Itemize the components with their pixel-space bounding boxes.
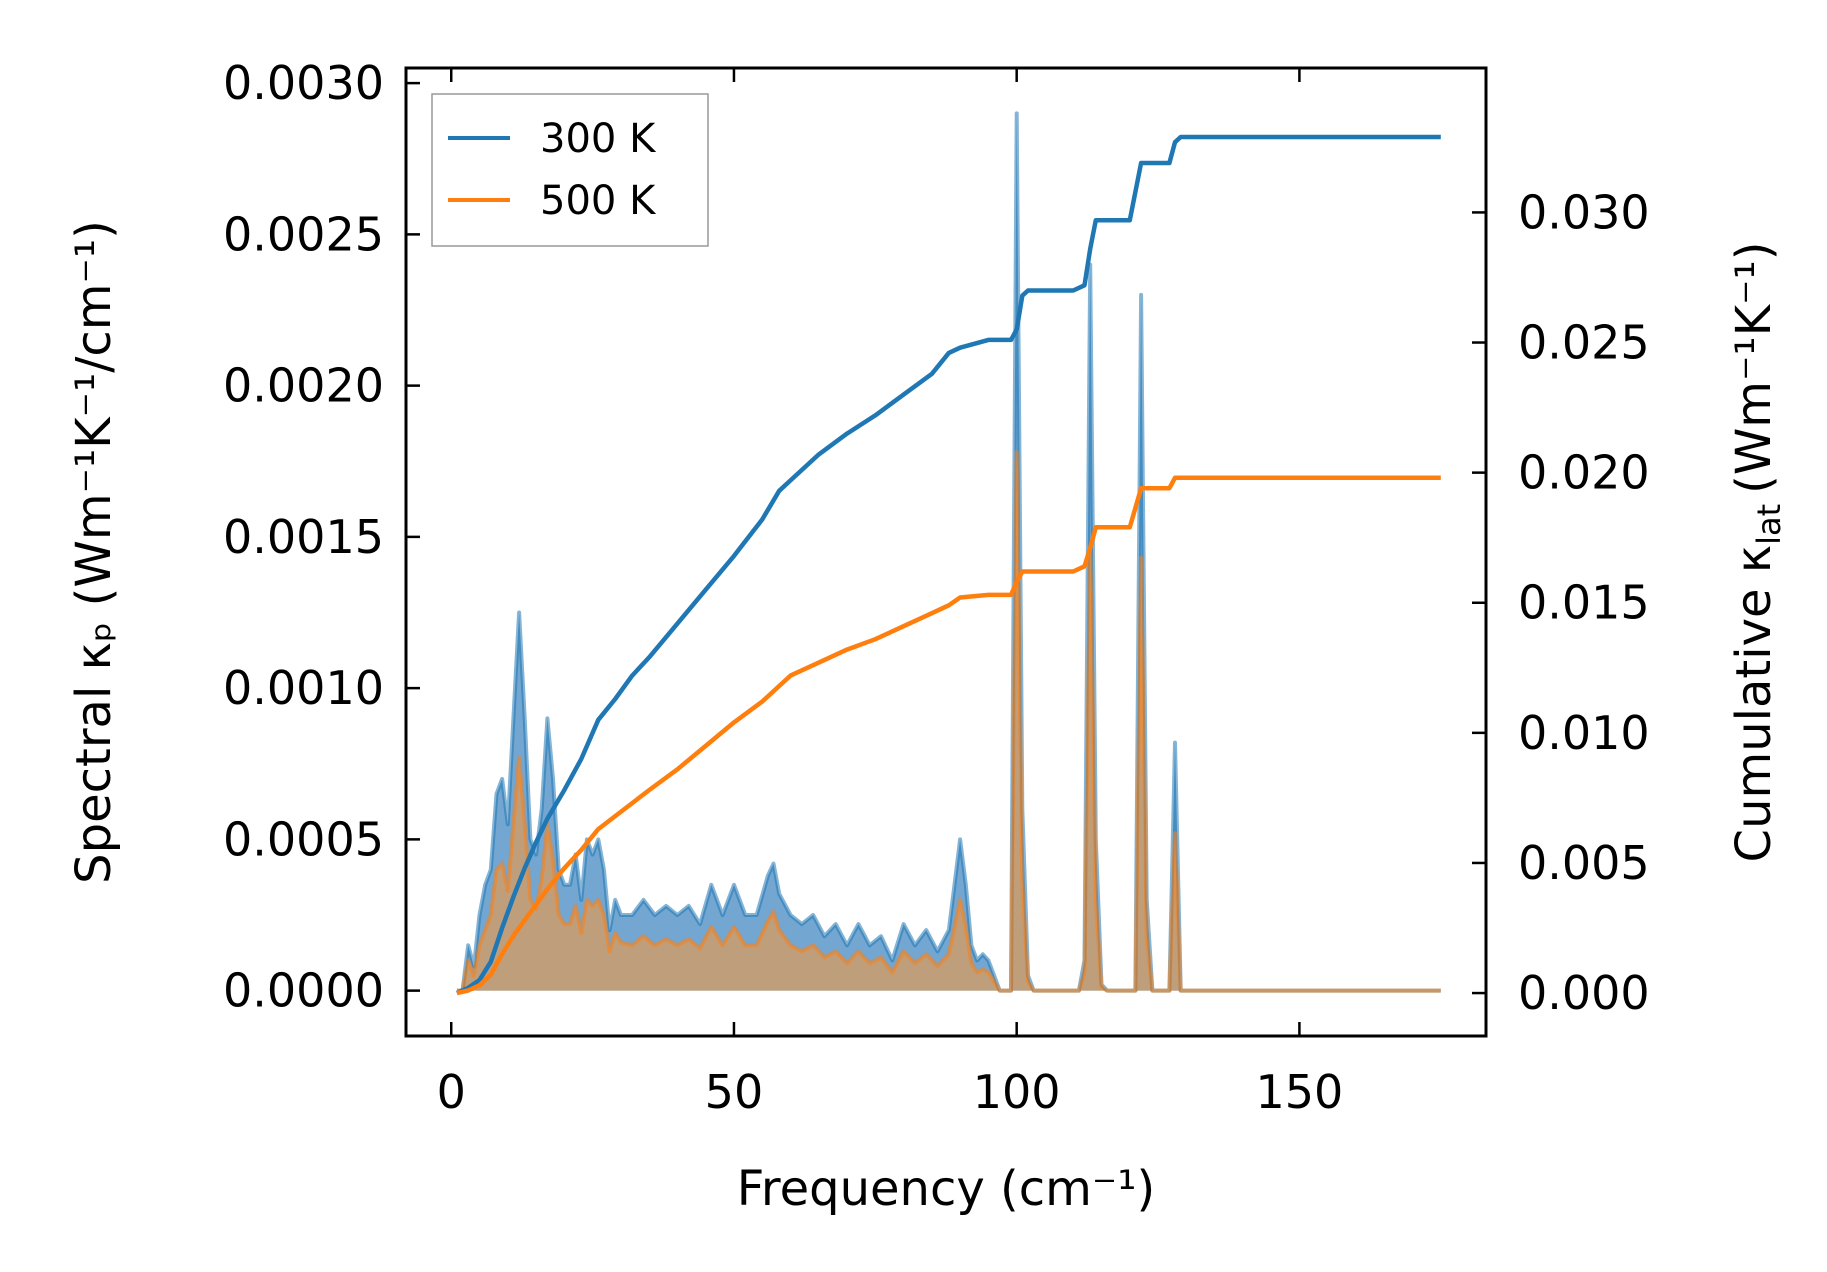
y-left-tick-label: 0.0025 <box>223 207 384 261</box>
legend-label-300k: 300 K <box>540 116 657 162</box>
y-left-tick-label: 0.0000 <box>223 964 384 1018</box>
y-left-tick-label: 0.0005 <box>223 812 384 866</box>
y-right-tick-label: 0.005 <box>1518 836 1650 890</box>
cumulative-line-500k <box>456 475 1441 996</box>
series-lines <box>455 111 1441 996</box>
y-left-axis-title: Spectral κₚ (Wm⁻¹K⁻¹/cm⁻¹) <box>66 220 122 884</box>
plot-frame <box>404 66 1488 1038</box>
legend-label-500k: 500 K <box>540 178 657 224</box>
y-right-title-subscript: lat <box>1750 504 1788 545</box>
y-right-tick-label: 0.010 <box>1518 706 1650 760</box>
x-tick-label: 0 <box>437 1065 466 1119</box>
x-axis-title: Frequency (cm⁻¹) <box>737 1161 1155 1217</box>
axis-ticks <box>406 68 1486 1036</box>
legend: 300 K 500 K <box>431 93 709 247</box>
x-tick-label: 50 <box>705 1065 764 1119</box>
y-right-title-main: Cumulative κ <box>1726 545 1782 863</box>
y-right-tick-label: 0.015 <box>1518 576 1650 630</box>
y-left-tick-label: 0.0030 <box>223 56 384 110</box>
spectral-fill-500k <box>456 452 1441 991</box>
cumulative-line-300k <box>455 134 1441 996</box>
spectral-line-500k <box>456 450 1441 993</box>
y-right-axis-title: Cumulative κlat (Wm⁻¹K⁻¹) <box>1726 242 1788 863</box>
x-tick-label: 150 <box>1255 1065 1343 1119</box>
y-right-tick-label: 0.025 <box>1518 316 1650 370</box>
y-right-title-unit: (Wm⁻¹K⁻¹) <box>1726 242 1782 494</box>
legend-box <box>431 93 709 247</box>
y-left-tick-label: 0.0015 <box>223 510 384 564</box>
y-right-tick-label: 0.030 <box>1518 185 1650 239</box>
spectral-fills <box>456 113 1441 991</box>
y-left-tick-label: 0.0010 <box>223 661 384 715</box>
y-left-tick-label: 0.0020 <box>223 359 384 413</box>
tick-labels: 0 50 100 150 0.0000 0.0005 0.0010 0.0015 0.0020 0… <box>223 56 1650 1119</box>
y-right-tick-label: 0.020 <box>1518 446 1650 500</box>
y-right-tick-label: 0.000 <box>1518 966 1650 1020</box>
x-tick-label: 100 <box>973 1065 1061 1119</box>
